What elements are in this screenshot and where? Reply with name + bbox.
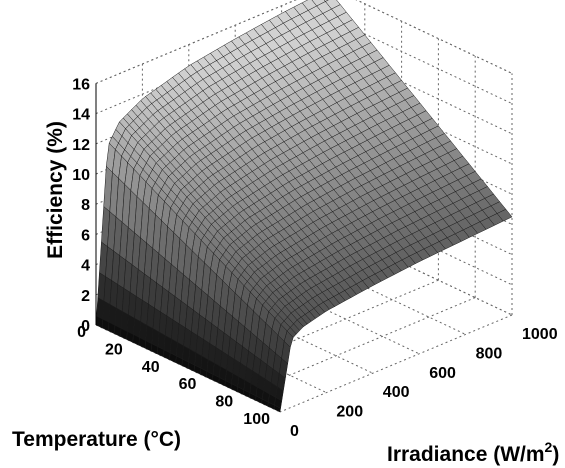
x-tick-label: 0: [77, 324, 86, 341]
x-tick-label: 20: [105, 341, 123, 358]
tick-labels: 0246810121416020406080100020040060080010…: [72, 76, 557, 440]
wall-top-right: [355, 0, 513, 74]
y-tick-label: 1000: [522, 326, 558, 343]
y-axis-label-main: Irradiance (W/m: [387, 443, 545, 466]
surface-mesh: [95, 0, 513, 413]
z-tick-label: 12: [72, 137, 90, 154]
grid-line-x-floor-3: [206, 279, 439, 378]
z-tick-label: 4: [81, 258, 90, 275]
grid-line-z-right-6: [327, 46, 513, 135]
x-tick-label: 40: [142, 359, 160, 376]
z-axis-label: Efficiency (%): [44, 121, 67, 259]
z-tick-label: 10: [72, 167, 90, 184]
y-axis-label-suffix: ): [552, 443, 559, 466]
x-tick-label: 60: [179, 376, 197, 393]
grid-line-y-floor-5: [327, 227, 513, 316]
x-tick-label: 80: [215, 394, 233, 411]
y-tick-label: 600: [429, 365, 456, 382]
z-tick-label: 16: [72, 76, 90, 93]
z-tick-label: 14: [72, 107, 90, 124]
grid-line-x-floor-5: [279, 314, 513, 413]
x-axis-label: Temperature (°C): [12, 428, 181, 451]
wall-top-left: [95, 0, 297, 84]
y-tick-label: 800: [476, 345, 503, 362]
y-tick-label: 200: [336, 404, 363, 421]
y-axis-label-superscript: 2: [545, 439, 553, 455]
grid-line-x-floor-4: [243, 297, 476, 396]
surface-patch: [273, 404, 281, 413]
z-tick-label: 6: [81, 227, 90, 244]
y-axis-label: Irradiance (W/m2): [387, 439, 559, 466]
z-tick-label: 0: [81, 318, 90, 335]
grid-line-y-floor-4: [281, 246, 466, 335]
z-tick-label: 8: [81, 197, 90, 214]
y-tick-label: 400: [383, 384, 410, 401]
x-tick-label: 100: [243, 411, 270, 428]
y-tick-label: 0: [290, 423, 299, 440]
z-tick-label: 2: [81, 288, 90, 305]
grid-line-z-right-7: [327, 16, 513, 105]
